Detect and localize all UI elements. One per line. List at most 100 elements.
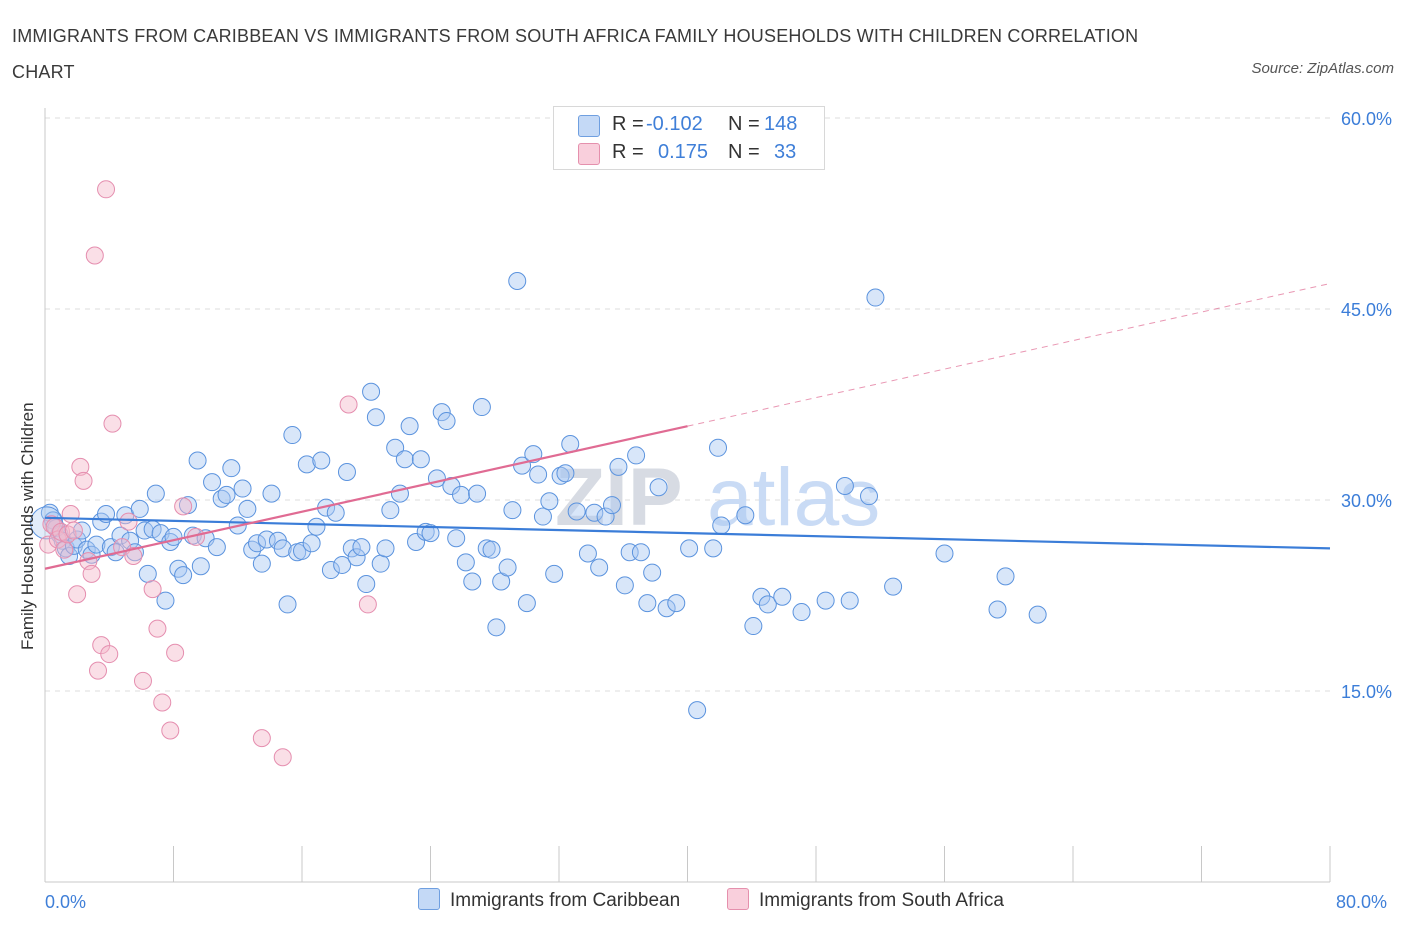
data-point-caribbean	[482, 540, 501, 559]
data-point-caribbean	[472, 398, 491, 417]
bottom-legend-swatch-blue	[418, 888, 440, 910]
legend-n-value: 33	[774, 141, 797, 163]
data-point-south-africa	[61, 505, 80, 524]
data-point-caribbean	[432, 403, 451, 422]
data-point-caribbean	[567, 502, 586, 521]
data-point-caribbean	[248, 534, 267, 553]
data-point-south-africa	[252, 729, 271, 748]
data-point-caribbean	[508, 271, 527, 290]
data-point-south-africa	[64, 521, 83, 540]
data-point-caribbean	[533, 507, 552, 526]
data-point-caribbean	[437, 412, 456, 431]
data-point-caribbean	[551, 466, 570, 485]
data-point-caribbean	[191, 557, 210, 576]
data-point-caribbean	[578, 544, 597, 563]
trend-line-caribbean	[44, 516, 1331, 550]
data-point-caribbean	[835, 476, 854, 495]
data-point-caribbean	[456, 553, 475, 572]
data-point-caribbean	[503, 501, 522, 520]
data-point-caribbean	[203, 473, 222, 492]
data-point-caribbean	[357, 575, 376, 594]
data-point-south-africa	[55, 540, 74, 559]
data-point-caribbean	[381, 501, 400, 520]
data-point-caribbean	[627, 446, 646, 465]
bottom-legend-south-africa: Immigrants from South Africa	[727, 888, 1004, 912]
data-point-caribbean	[371, 554, 390, 573]
data-point-south-africa	[166, 643, 185, 662]
legend-swatch-pink	[578, 143, 600, 165]
data-point-caribbean	[996, 567, 1015, 586]
data-point-caribbean	[709, 438, 728, 457]
data-point-caribbean	[273, 539, 292, 558]
data-point-caribbean	[188, 451, 207, 470]
data-point-caribbean	[156, 591, 175, 610]
data-point-south-africa	[358, 595, 377, 614]
data-point-caribbean	[252, 554, 271, 573]
correlation-legend: R = -0.102 N = 148 R = 0.175 N = 33	[553, 106, 825, 170]
data-point-caribbean	[487, 618, 506, 637]
trend-line-south-africa-extended	[687, 283, 1331, 427]
data-point-caribbean	[337, 462, 356, 481]
data-point-south-africa	[68, 585, 87, 604]
data-point-caribbean	[164, 527, 183, 546]
y-tick-label: 15.0%	[1341, 682, 1392, 702]
legend-n-label: N =	[728, 141, 760, 163]
source-label: Source: ZipAtlas.com	[1251, 60, 1394, 77]
data-point-caribbean	[217, 485, 236, 504]
data-point-south-africa	[85, 246, 104, 265]
data-point-caribbean	[293, 541, 311, 560]
data-point-caribbean	[297, 455, 316, 474]
data-point-caribbean	[712, 516, 731, 535]
data-point-south-africa	[174, 497, 193, 516]
data-point-caribbean	[243, 540, 262, 559]
x-tick-label-min: 0.0%	[45, 892, 87, 912]
data-point-caribbean	[498, 558, 517, 577]
data-point-south-africa	[124, 547, 143, 566]
y-tick-label: 30.0%	[1341, 491, 1392, 511]
data-point-south-africa	[143, 580, 162, 599]
data-point-caribbean	[262, 484, 281, 503]
x-tick-label-max: 80.0%	[1336, 892, 1388, 912]
data-point-caribbean	[352, 538, 371, 557]
grid-lines	[45, 117, 1330, 692]
data-point-south-africa	[71, 457, 90, 476]
data-point-caribbean	[603, 496, 622, 515]
data-point-caribbean	[631, 543, 650, 562]
data-point-caribbean	[468, 484, 487, 503]
data-point-caribbean	[736, 506, 755, 525]
data-point-caribbean	[840, 591, 859, 610]
data-point-caribbean	[169, 559, 188, 578]
bottom-legend-label: Immigrants from South Africa	[759, 890, 1004, 911]
data-point-caribbean	[657, 599, 676, 618]
data-point-caribbean	[222, 459, 241, 478]
data-point-caribbean	[704, 539, 723, 558]
legend-n-value: 148	[764, 113, 798, 135]
data-point-caribbean	[174, 566, 193, 585]
data-point-caribbean	[111, 526, 130, 545]
data-point-caribbean	[744, 617, 763, 636]
data-point-south-africa	[103, 414, 122, 433]
data-point-caribbean	[87, 535, 106, 554]
data-point-caribbean	[411, 450, 430, 469]
data-point-caribbean	[395, 450, 414, 469]
data-point-south-africa	[273, 748, 292, 767]
data-point-south-africa	[74, 471, 93, 490]
data-point-south-africa	[100, 645, 119, 664]
watermark-zip: ZIP	[555, 452, 683, 543]
data-point-caribbean	[278, 595, 297, 614]
chart-title: IMMIGRANTS FROM CARIBBEAN VS IMMIGRANTS …	[12, 26, 1139, 82]
data-point-caribbean	[590, 558, 609, 577]
data-point-caribbean	[688, 701, 707, 720]
legend-r-label: R =	[612, 141, 644, 163]
data-point-caribbean	[376, 539, 395, 558]
data-point-caribbean	[545, 564, 564, 583]
data-point-caribbean	[321, 561, 340, 580]
data-point-caribbean	[596, 507, 615, 526]
legend-r-value: -0.102	[646, 113, 703, 135]
data-point-caribbean	[333, 555, 352, 574]
data-point-caribbean	[860, 487, 879, 506]
data-point-caribbean	[312, 451, 331, 470]
data-point-south-africa	[339, 395, 358, 414]
data-point-caribbean	[680, 539, 699, 558]
